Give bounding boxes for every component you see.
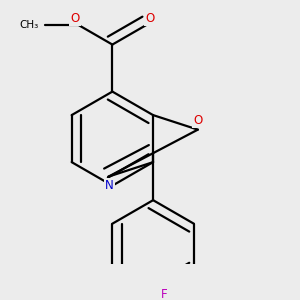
Text: O: O <box>193 114 203 127</box>
Text: O: O <box>70 12 80 25</box>
Text: N: N <box>105 179 114 192</box>
Text: CH₃: CH₃ <box>19 20 38 30</box>
Text: F: F <box>161 288 168 300</box>
Text: O: O <box>145 12 154 25</box>
